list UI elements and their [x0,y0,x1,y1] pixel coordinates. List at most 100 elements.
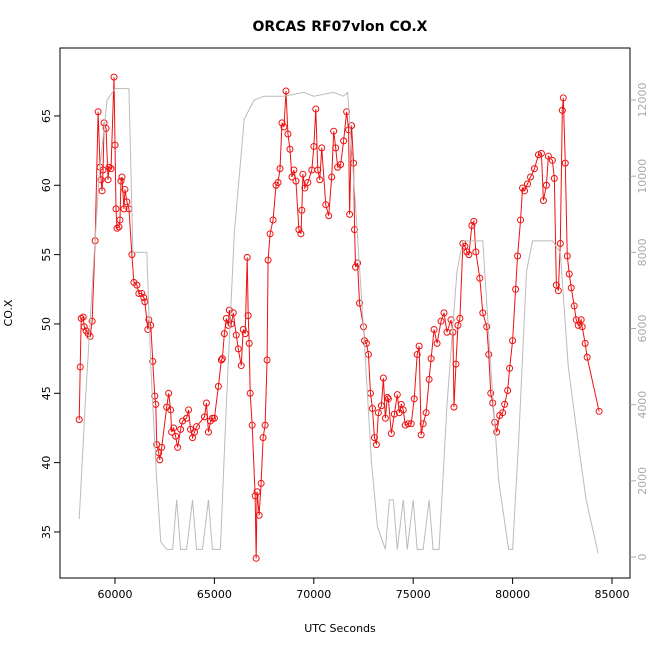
point [539,197,547,205]
point [493,428,501,436]
point [128,251,136,259]
point [237,362,245,370]
point [483,323,491,331]
point [210,414,218,422]
point [107,165,115,173]
point [487,389,495,397]
point [259,434,267,442]
point [158,443,166,451]
point [261,421,269,429]
point [472,248,480,256]
point [377,402,385,410]
point [517,216,525,224]
point [330,127,338,135]
point [565,270,573,278]
point [328,173,336,181]
y-tick-label: 40 [40,456,53,470]
point [174,443,182,451]
point [220,330,228,338]
point [312,105,320,113]
point [384,395,392,403]
point [570,302,578,310]
point [278,119,286,127]
point [133,281,141,289]
point [325,212,333,220]
point [348,122,356,130]
point [208,414,216,422]
point [578,323,586,331]
point [76,363,84,371]
point [468,221,476,229]
point [112,205,120,213]
point [393,391,401,399]
point [284,130,292,138]
point [316,176,324,184]
x-axis-label: UTC Seconds [304,622,376,635]
point [121,185,129,193]
point [232,331,240,339]
point [346,210,354,218]
y2-tick-label: 10000 [636,159,649,194]
point [440,309,448,317]
point [506,364,514,372]
chart-title: ORCAS RF07vlon CO.X [253,19,428,35]
point [322,201,330,209]
point [417,431,425,439]
point [337,160,345,168]
point [200,413,208,421]
point [419,420,427,428]
point [193,423,201,431]
point [351,226,359,234]
point [310,142,318,150]
y2-tick-label: 4000 [636,391,649,419]
point [118,173,126,181]
point [245,339,253,347]
point [141,298,149,306]
point [123,198,131,206]
point [379,374,387,382]
y-axis-label: CO.X [2,299,15,326]
point [447,316,455,324]
point [362,339,370,347]
point [290,166,298,174]
y-tick-label: 35 [40,525,53,539]
point [530,165,538,173]
point [97,176,105,184]
point [304,179,312,187]
point [75,416,83,424]
point [381,414,389,422]
point [117,177,125,185]
point [370,434,378,442]
point [244,312,252,320]
point [577,316,585,324]
x-tick-label: 80000 [495,588,530,601]
point [98,187,106,195]
point [248,421,256,429]
point [299,170,307,178]
point [104,176,112,184]
point [340,137,348,145]
point [512,285,520,293]
y2-tick-label: 12000 [636,83,649,118]
series-line [78,88,599,554]
point [521,187,529,195]
point [537,149,545,157]
point [167,406,175,414]
point [234,345,242,353]
point [286,145,294,153]
plot-box [59,47,631,579]
point [470,217,478,225]
point [374,409,382,417]
point [404,420,412,428]
point [218,355,226,363]
point [227,320,235,328]
point [550,174,558,182]
point [542,181,550,189]
x-tick-label: 65000 [197,588,232,601]
point [274,179,282,187]
point [427,355,435,363]
point [147,321,155,329]
point [116,216,124,224]
point [509,337,517,345]
point [499,409,507,417]
